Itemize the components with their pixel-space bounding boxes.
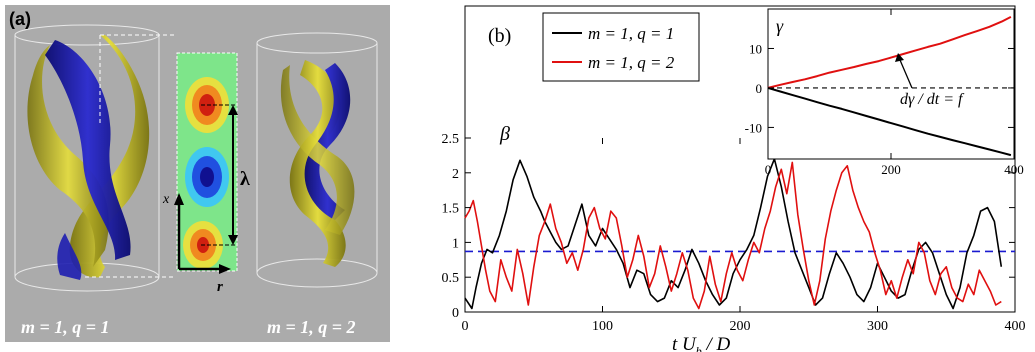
caption-right: m = 1, q = 2 [267,317,356,337]
right-helix [280,60,355,267]
inset-y-tick-label: 10 [749,41,762,56]
x-axis-label: t Ub / D [672,334,731,352]
main-y-tick-label: 2.5 [442,132,460,147]
panel-a-illustration: (a) x r λ m = 1, q = 1 m = 1, q = 2 [5,5,390,342]
main-series-line-1 [464,161,1002,310]
panel-b-label: (b) [488,25,511,47]
main-y-tick-label: 1.5 [442,202,460,217]
legend: m = 1, q = 1 m = 1, q = 2 [542,12,700,82]
inset-x-tick-label: 0 [765,162,772,177]
right-cylinder [256,32,378,288]
main-series-line-0 [464,158,1003,310]
caption-left: m = 1, q = 1 [21,317,110,337]
main-y-tick-label: 1 [452,236,459,251]
legend-label-q2: m = 1, q = 2 [588,53,675,72]
panel-a-label: (a) [9,9,31,29]
main-x-tick-label: 300 [867,319,888,334]
main-x-tick-label: 0 [462,319,469,334]
left-helix [27,35,150,280]
y-axis-label-beta: β [499,123,510,145]
inset-y-tick-label: 0 [756,81,763,96]
main-y-tick-label: 0 [452,306,459,321]
inset-y-label-gamma: γ [776,16,784,36]
inset-annotation: dγ / dt = f [900,91,965,108]
axis-x-label: x [162,192,170,207]
legend-label-q1: m = 1, q = 1 [588,24,674,43]
inset-series-line-1 [767,86,1012,157]
main-x-tick-label: 200 [730,319,751,334]
inset-x-tick-label: 400 [1004,162,1024,177]
inset-x-tick-label: 200 [881,162,901,177]
main-y-tick-label: 2 [452,167,459,182]
axis-r-label: r [217,279,223,295]
main-x-tick-label: 100 [592,319,613,334]
inset-y-tick-label: -10 [745,120,762,135]
main-x-tick-label: 400 [1005,319,1026,334]
inset-annotation-arrowhead [895,53,904,62]
inset-annotation-arrow [899,59,913,89]
inset-plot-frame [767,8,1015,160]
main-y-tick-label: 0.5 [442,271,460,286]
contour-slice [174,52,238,274]
lambda-label: λ [240,168,250,190]
inset-series-line-0 [767,16,1012,89]
